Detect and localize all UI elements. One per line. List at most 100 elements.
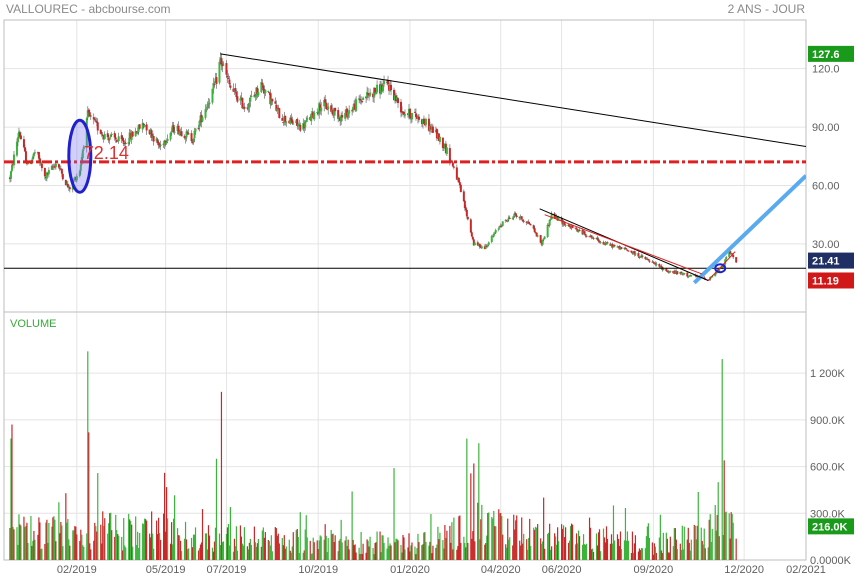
- volume-bar: [550, 549, 552, 560]
- candle-body: [732, 254, 735, 258]
- volume-bar: [173, 495, 176, 560]
- candle-body: [655, 263, 658, 266]
- volume-bar: [122, 550, 124, 560]
- volume-bar: [408, 533, 410, 560]
- volume-bar: [393, 468, 395, 560]
- candle-body: [218, 61, 221, 83]
- volume-bar: [575, 533, 578, 560]
- candle-body: [275, 104, 278, 111]
- volume-bar: [62, 546, 64, 560]
- volume-bar: [508, 539, 510, 560]
- volume-bar: [452, 549, 454, 560]
- candle-body: [183, 136, 186, 139]
- volume-bar: [240, 536, 243, 560]
- volume-bar: [250, 545, 252, 560]
- volume-bar: [562, 528, 564, 560]
- candle-body: [455, 167, 458, 180]
- candle-body: [424, 118, 427, 126]
- volume-bar: [682, 549, 684, 560]
- volume-bar: [598, 529, 601, 560]
- volume-bar: [374, 543, 376, 560]
- volume-bar: [528, 537, 530, 560]
- candle-body: [400, 101, 403, 113]
- volume-bar: [555, 536, 557, 560]
- volume-bar: [457, 546, 459, 560]
- candle-body: [194, 128, 197, 132]
- volume-bar: [163, 472, 166, 560]
- candle-body: [159, 144, 162, 146]
- volume-bar: [269, 545, 271, 560]
- volume-bar: [428, 545, 430, 560]
- volume-bar: [397, 540, 399, 560]
- candle-body: [113, 132, 116, 138]
- volume-bar: [199, 544, 202, 560]
- axes: 02/2019 05/2019 07/2019 10/2019 01/2020 04/20…: [57, 64, 852, 576]
- volume-bar: [660, 550, 662, 560]
- candle-body: [521, 220, 524, 222]
- volume-bar: [86, 533, 88, 560]
- candle-body: [599, 241, 602, 243]
- candle-body: [235, 91, 238, 98]
- volume-bar: [651, 542, 653, 560]
- candle-body: [630, 250, 633, 253]
- volume-bar: [680, 549, 682, 560]
- candle-body: [648, 260, 651, 262]
- x-tick-label: 04/2020: [481, 564, 521, 576]
- candle-body: [256, 87, 259, 95]
- candle-body: [714, 273, 717, 277]
- volume-bar: [695, 539, 697, 560]
- candle-body: [81, 150, 84, 159]
- volume-bar: [80, 529, 82, 560]
- volume-bar: [418, 542, 420, 560]
- volume-bar: [519, 540, 521, 560]
- volume-bar: [606, 538, 609, 560]
- volume-bar: [311, 553, 313, 560]
- candle-body: [12, 154, 15, 166]
- volume-bar: [299, 512, 301, 560]
- volume-bar: [509, 537, 511, 560]
- volume-bar: [292, 532, 294, 560]
- volume-bar: [438, 539, 440, 560]
- volume-bar: [151, 511, 153, 560]
- volume-bar: [541, 543, 543, 560]
- candle-body: [327, 106, 330, 110]
- volume-bar: [178, 535, 181, 560]
- volume-bar: [641, 548, 644, 560]
- volume-bar: [79, 541, 81, 560]
- volume-bar: [458, 516, 460, 560]
- volume-bar: [103, 525, 105, 560]
- volume-bar: [365, 552, 367, 560]
- candle-body: [226, 75, 229, 78]
- candle-body: [533, 228, 536, 233]
- volume-bar: [89, 543, 91, 560]
- candle-body: [547, 225, 550, 227]
- volume-bar: [212, 551, 215, 560]
- y-tick-label: 30.00: [812, 239, 840, 251]
- volume-bar: [451, 522, 453, 560]
- volume-bar: [495, 526, 497, 560]
- volume-bar: [52, 517, 54, 560]
- volume-bar: [414, 546, 416, 560]
- candle-body: [190, 133, 193, 141]
- volume-bar: [533, 527, 535, 560]
- candle-body: [735, 257, 738, 263]
- volume-bar: [631, 531, 634, 560]
- candle-body: [613, 245, 616, 247]
- candle-body: [470, 232, 473, 237]
- volume-bar: [556, 544, 558, 560]
- candle-body: [711, 276, 714, 278]
- volume-bar: [344, 540, 346, 560]
- volume-bar: [702, 544, 704, 560]
- volume-bar: [618, 546, 621, 560]
- candle-body: [451, 162, 454, 167]
- volume-bar: [304, 529, 306, 560]
- candle-body: [270, 98, 273, 106]
- volume-bar: [422, 544, 424, 560]
- volume-bar: [156, 520, 158, 560]
- volume-bar: [547, 533, 549, 560]
- volume-bar: [107, 533, 109, 560]
- volume-bar: [116, 530, 118, 560]
- annotation-label: 72.14: [84, 143, 129, 163]
- volume-bar: [176, 528, 179, 560]
